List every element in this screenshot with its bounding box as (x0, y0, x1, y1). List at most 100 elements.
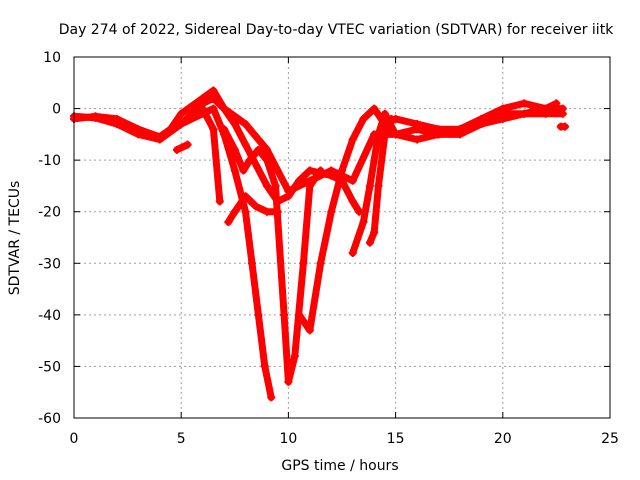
data-point (305, 326, 314, 335)
data-point (166, 125, 175, 134)
data-point (290, 352, 299, 361)
data-point (198, 94, 207, 103)
data-point (230, 207, 239, 216)
data-point (230, 166, 239, 175)
data-point (365, 238, 374, 247)
data-point (262, 207, 271, 216)
x-axis-label: GPS time / hours (281, 458, 398, 474)
data-point (284, 192, 293, 201)
data-point (252, 202, 261, 211)
y-tick-label: -40 (38, 308, 61, 324)
data-point (434, 130, 443, 139)
data-point (552, 99, 561, 108)
data-point (280, 310, 289, 319)
data-point (370, 228, 379, 237)
series-trace-4 (187, 104, 224, 206)
data-point (498, 104, 507, 113)
data-point (295, 310, 304, 319)
data-point (348, 176, 357, 185)
data-point (477, 120, 486, 129)
data-point (230, 120, 239, 129)
x-tick-label: 25 (601, 431, 619, 447)
data-point (271, 181, 280, 190)
data-point (273, 207, 282, 216)
y-tick-label: -60 (38, 411, 61, 427)
data-point (391, 130, 400, 139)
series-trace-5 (220, 125, 325, 386)
data-point (177, 109, 186, 118)
data-point (413, 135, 422, 144)
data-point (498, 114, 507, 123)
series-trace-7 (348, 109, 567, 257)
data-point (241, 207, 250, 216)
data-point (262, 156, 271, 165)
data-point (230, 145, 239, 154)
series-line (220, 125, 325, 386)
data-point (560, 122, 569, 131)
data-point (316, 259, 325, 268)
data-point (262, 145, 271, 154)
data-point (365, 181, 374, 190)
data-point (172, 145, 181, 154)
data-point (112, 114, 121, 123)
data-point (183, 140, 192, 149)
data-point (155, 132, 164, 141)
y-tick-label: 0 (52, 102, 61, 118)
y-tick-label: -50 (38, 359, 61, 375)
y-tick-label: -20 (38, 205, 61, 221)
data-point (260, 362, 269, 371)
data-point (348, 248, 357, 257)
x-tick-label: 15 (387, 431, 405, 447)
data-point (220, 104, 229, 113)
data-point (267, 393, 276, 402)
data-point (348, 135, 357, 144)
data-point (254, 310, 263, 319)
data-point (558, 109, 567, 118)
chart-title: Day 274 of 2022, Sidereal Day-to-day VTE… (59, 22, 614, 38)
data-point (220, 125, 229, 134)
data-point (209, 125, 218, 134)
data-point (187, 109, 196, 118)
series-trace-2 (70, 86, 364, 216)
data-point (247, 259, 256, 268)
data-point (241, 192, 250, 201)
data-point (215, 197, 224, 206)
series-line (177, 105, 275, 401)
series-trace-11 (556, 122, 569, 131)
data-point (316, 166, 325, 175)
data-point (209, 86, 218, 95)
data-point (239, 166, 248, 175)
data-point (134, 125, 143, 134)
data-point (284, 377, 293, 386)
plot-frame (73, 56, 611, 419)
data-point (299, 259, 308, 268)
x-tick-label: 20 (494, 431, 512, 447)
data-point (327, 207, 336, 216)
data-point (380, 109, 389, 118)
series-trace-9 (365, 114, 396, 247)
data-point (359, 114, 368, 123)
data-point (245, 156, 254, 165)
data-point (262, 181, 271, 190)
data-point (177, 120, 186, 129)
data-point (254, 145, 263, 154)
y-tick-label: -30 (38, 256, 61, 272)
y-tick-label: -10 (38, 153, 61, 169)
data-point (241, 120, 250, 129)
data-point (224, 218, 233, 227)
y-axis-label: SDTVAR / TECUs (7, 181, 23, 296)
data-point (91, 112, 100, 121)
data-point (374, 181, 383, 190)
y-tick-label: 10 (43, 50, 61, 66)
series-line (188, 105, 224, 205)
data-point (541, 109, 550, 118)
data-point (455, 130, 464, 139)
series-trace-10 (172, 140, 192, 154)
x-tick-label: 0 (70, 431, 79, 447)
series-layer (70, 86, 569, 402)
data-point (241, 140, 250, 149)
data-point (370, 104, 379, 113)
data-point (198, 104, 207, 113)
data-point (520, 99, 529, 108)
